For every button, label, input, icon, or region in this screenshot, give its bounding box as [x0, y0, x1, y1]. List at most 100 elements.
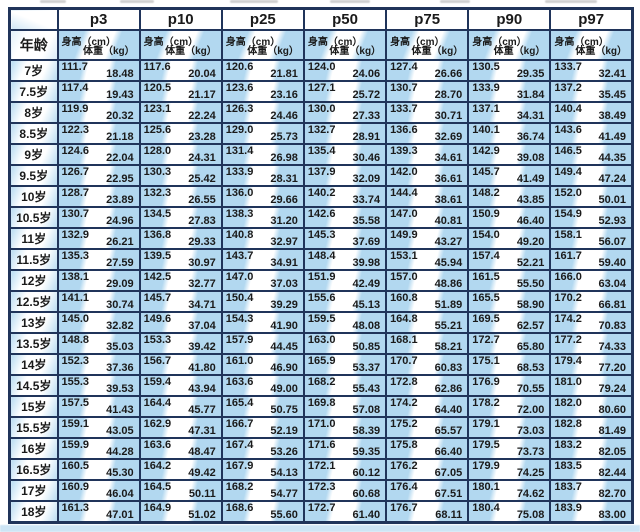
weight-value: 62.57: [516, 320, 545, 332]
height-value: 142.9: [472, 145, 500, 157]
weight-unit-label: 体重（kg）: [493, 46, 546, 57]
height-value: 141.1: [61, 292, 90, 304]
weight-value: 66.40: [434, 446, 463, 458]
age-row-header: 7.5岁: [8, 80, 59, 103]
height-value: 134.5: [143, 208, 172, 220]
height-value: 175.1: [472, 355, 500, 367]
weight-value: 55.43: [352, 383, 381, 395]
data-cell: 145.7 41.49: [467, 164, 552, 187]
data-cell: 149.9 43.27: [385, 227, 470, 250]
height-value: 164.2: [143, 460, 172, 472]
data-cell: 125.6 23.28: [138, 122, 223, 145]
weight-value: 39.08: [516, 152, 545, 164]
data-cell: 176.9 70.55: [467, 374, 552, 397]
weight-value: 51.89: [434, 299, 463, 311]
height-value: 140.4: [554, 103, 582, 115]
data-cell: 132.9 26.21: [56, 227, 141, 250]
weight-value: 35.45: [598, 89, 626, 101]
height-value: 161.7: [554, 250, 582, 262]
data-cell: 133.9 28.31: [220, 164, 305, 187]
height-value: 142.6: [307, 208, 336, 220]
height-value: 129.0: [225, 124, 254, 136]
data-cell: 130.7 24.96: [56, 206, 141, 229]
height-value: 145.0: [61, 313, 90, 325]
height-value: 130.3: [143, 166, 172, 178]
data-cell: 183.7 82.70: [549, 479, 634, 502]
age-row-header: 18岁: [8, 500, 59, 524]
weight-value: 24.06: [352, 68, 381, 80]
data-cell: 172.3 60.68: [302, 479, 388, 502]
weight-value: 60.12: [352, 467, 381, 479]
data-cell: 131.4 26.98: [220, 143, 305, 166]
unit-header-cell: 身高（cm） 体重（kg）: [385, 29, 470, 61]
data-cell: 133.9 31.84: [467, 80, 552, 103]
weight-value: 26.98: [270, 152, 298, 164]
data-cell: 145.0 32.82: [56, 311, 141, 334]
height-value: 174.2: [554, 313, 582, 325]
weight-value: 59.35: [352, 446, 381, 458]
height-value: 176.9: [472, 376, 500, 388]
data-cell: 183.2 82.05: [549, 437, 634, 460]
data-cell: 160.5 45.30: [56, 458, 141, 481]
weight-value: 52.93: [598, 215, 626, 227]
height-value: 153.1: [390, 250, 418, 262]
weight-value: 48.86: [434, 278, 463, 290]
weight-value: 58.39: [352, 425, 381, 437]
height-value: 125.6: [143, 124, 172, 136]
weight-value: 32.69: [434, 131, 463, 143]
age-row-header: 11.5岁: [8, 248, 59, 271]
unit-header-cell: 身高（cm） 体重（kg）: [549, 29, 634, 61]
data-cell: 132.3 26.55: [138, 185, 223, 208]
weight-value: 32.97: [270, 236, 298, 248]
data-cell: 180.4 75.08: [467, 500, 552, 524]
height-value: 139.3: [390, 145, 418, 157]
height-value: 138.1: [61, 271, 90, 283]
height-value: 155.6: [307, 292, 336, 304]
height-value: 139.5: [143, 250, 172, 262]
height-value: 148.2: [472, 187, 500, 199]
data-cell: 137.1 34.31: [467, 101, 552, 124]
height-value: 164.5: [143, 481, 172, 493]
data-cell: 182.0 80.60: [549, 395, 634, 418]
height-value: 176.4: [390, 481, 418, 493]
height-value: 152.0: [554, 187, 582, 199]
data-cell: 164.2 49.42: [138, 458, 223, 481]
data-cell: 161.7 59.40: [549, 248, 634, 271]
height-value: 136.6: [390, 124, 418, 136]
height-value: 124.6: [61, 145, 90, 157]
data-cell: 127.1 25.72: [302, 80, 388, 103]
data-cell: 126.7 22.95: [56, 164, 141, 187]
age-row-header: 15.5岁: [8, 416, 59, 439]
height-value: 132.9: [61, 229, 90, 241]
height-value: 179.1: [472, 418, 500, 430]
height-value: 179.9: [472, 460, 500, 472]
data-cell: 169.8 57.08: [302, 395, 388, 418]
weight-value: 38.49: [598, 110, 626, 122]
height-value: 120.6: [225, 61, 254, 73]
weight-value: 58.90: [516, 299, 545, 311]
data-cell: 143.7 34.91: [220, 248, 305, 271]
data-cell: 172.1 60.12: [302, 458, 388, 481]
weight-value: 34.31: [516, 110, 545, 122]
data-cell: 164.4 45.77: [138, 395, 223, 418]
weight-value: 41.80: [188, 362, 216, 374]
data-cell: 156.7 41.80: [138, 353, 223, 376]
weight-value: 53.37: [352, 362, 381, 374]
data-cell: 117.4 19.43: [56, 80, 141, 103]
weight-value: 40.81: [434, 215, 463, 227]
height-value: 171.6: [307, 439, 336, 451]
data-cell: 164.8 55.21: [385, 311, 470, 334]
weight-value: 34.71: [188, 299, 216, 311]
weight-value: 38.61: [434, 194, 463, 206]
height-value: 164.9: [143, 502, 172, 514]
data-cell: 168.6 55.60: [220, 500, 305, 524]
weight-value: 34.91: [270, 257, 298, 269]
data-cell: 145.3 37.69: [302, 227, 388, 250]
unit-header-cell: 身高（cm） 体重（kg）: [138, 29, 223, 61]
data-cell: 182.8 81.49: [549, 416, 634, 439]
height-value: 166.0: [554, 271, 582, 283]
data-cell: 170.7 60.83: [385, 353, 470, 376]
height-value: 157.4: [472, 250, 500, 262]
data-cell: 163.6 49.00: [220, 374, 305, 397]
height-value: 176.7: [390, 502, 418, 514]
